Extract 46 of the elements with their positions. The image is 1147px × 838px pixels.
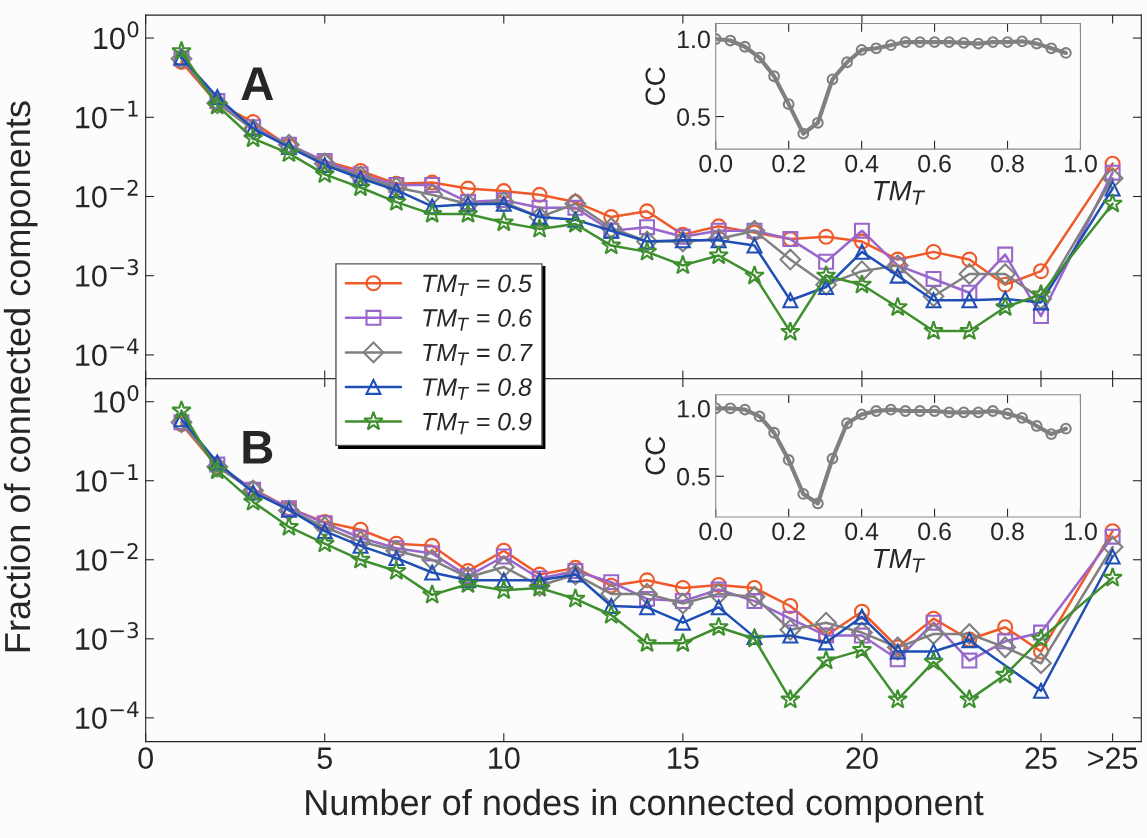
y-tick-label: 10$^{−3}$ — [76, 258, 138, 287]
y-tick-label: 10$^{−4}$ — [76, 338, 139, 367]
x-tick-label: 0.0 — [699, 154, 733, 173]
y-tick-label: 10$^{−1}$ — [76, 464, 138, 492]
annotation: A — [241, 67, 274, 101]
y-tick-label: 10$^{−4}$ — [76, 701, 139, 729]
x-tick-label: 0.4 — [845, 154, 879, 173]
x-tick-label: 15 — [668, 747, 699, 769]
legend-label: TM$_{T}$ = 0.5 — [423, 274, 532, 297]
legend-label: TM$_{T}$ = 0.8 — [423, 378, 532, 400]
legend-label: TM$_{T}$ = 0.6 — [423, 309, 532, 331]
x-tick-label: 0.8 — [991, 154, 1024, 173]
y-tick-label: 10$^{−3}$ — [76, 622, 138, 650]
y-tick-label: 1.0 — [678, 30, 710, 49]
x-tick-label: >25 — [1088, 747, 1138, 769]
x-tick-label: 20 — [846, 747, 878, 769]
x-tick-label: 0 — [138, 747, 153, 769]
x-tick-label: 0.8 — [991, 522, 1024, 541]
x-tick-label: 0.2 — [772, 154, 805, 173]
x-axis-title: TM$_{T}$ — [874, 548, 926, 573]
y-tick-label: 10$^{0}$ — [94, 384, 139, 413]
x-axis-title: TM$_{T}$ — [874, 181, 926, 205]
y-tick-label: 1.0 — [678, 399, 710, 418]
y-axis-title: Fraction of connected components — [3, 101, 38, 652]
x-tick-label: 1.0 — [1065, 522, 1097, 541]
x-tick-label: 0.0 — [699, 522, 733, 541]
legend-label: TM$_{T}$ = 0.7 — [423, 343, 533, 366]
x-tick-label: 25 — [1025, 747, 1057, 769]
x-axis-title: Number of nodes in connected component — [306, 788, 984, 823]
x-tick-label: 0.6 — [918, 522, 951, 541]
annotation: B — [243, 431, 273, 464]
y-tick-label: 0.5 — [677, 467, 710, 486]
x-tick-label: 5 — [317, 747, 332, 769]
y-axis-title: CC — [645, 436, 666, 475]
y-axis-title: CC — [645, 67, 666, 105]
legend-label: TM$_{T}$ = 0.9 — [423, 412, 532, 435]
x-tick-label: 10 — [489, 747, 520, 769]
x-tick-label: 1.0 — [1065, 154, 1097, 173]
y-tick-label: 10$^{−2}$ — [76, 543, 138, 571]
y-tick-label: 10$^{0}$ — [94, 21, 139, 50]
x-tick-label: 0.4 — [845, 522, 879, 541]
x-tick-label: 0.2 — [772, 522, 805, 541]
y-tick-label: 10$^{−2}$ — [76, 179, 138, 208]
x-tick-label: 0.6 — [918, 154, 951, 173]
y-tick-label: 0.5 — [677, 108, 710, 126]
y-tick-label: 10$^{−1}$ — [76, 100, 138, 129]
